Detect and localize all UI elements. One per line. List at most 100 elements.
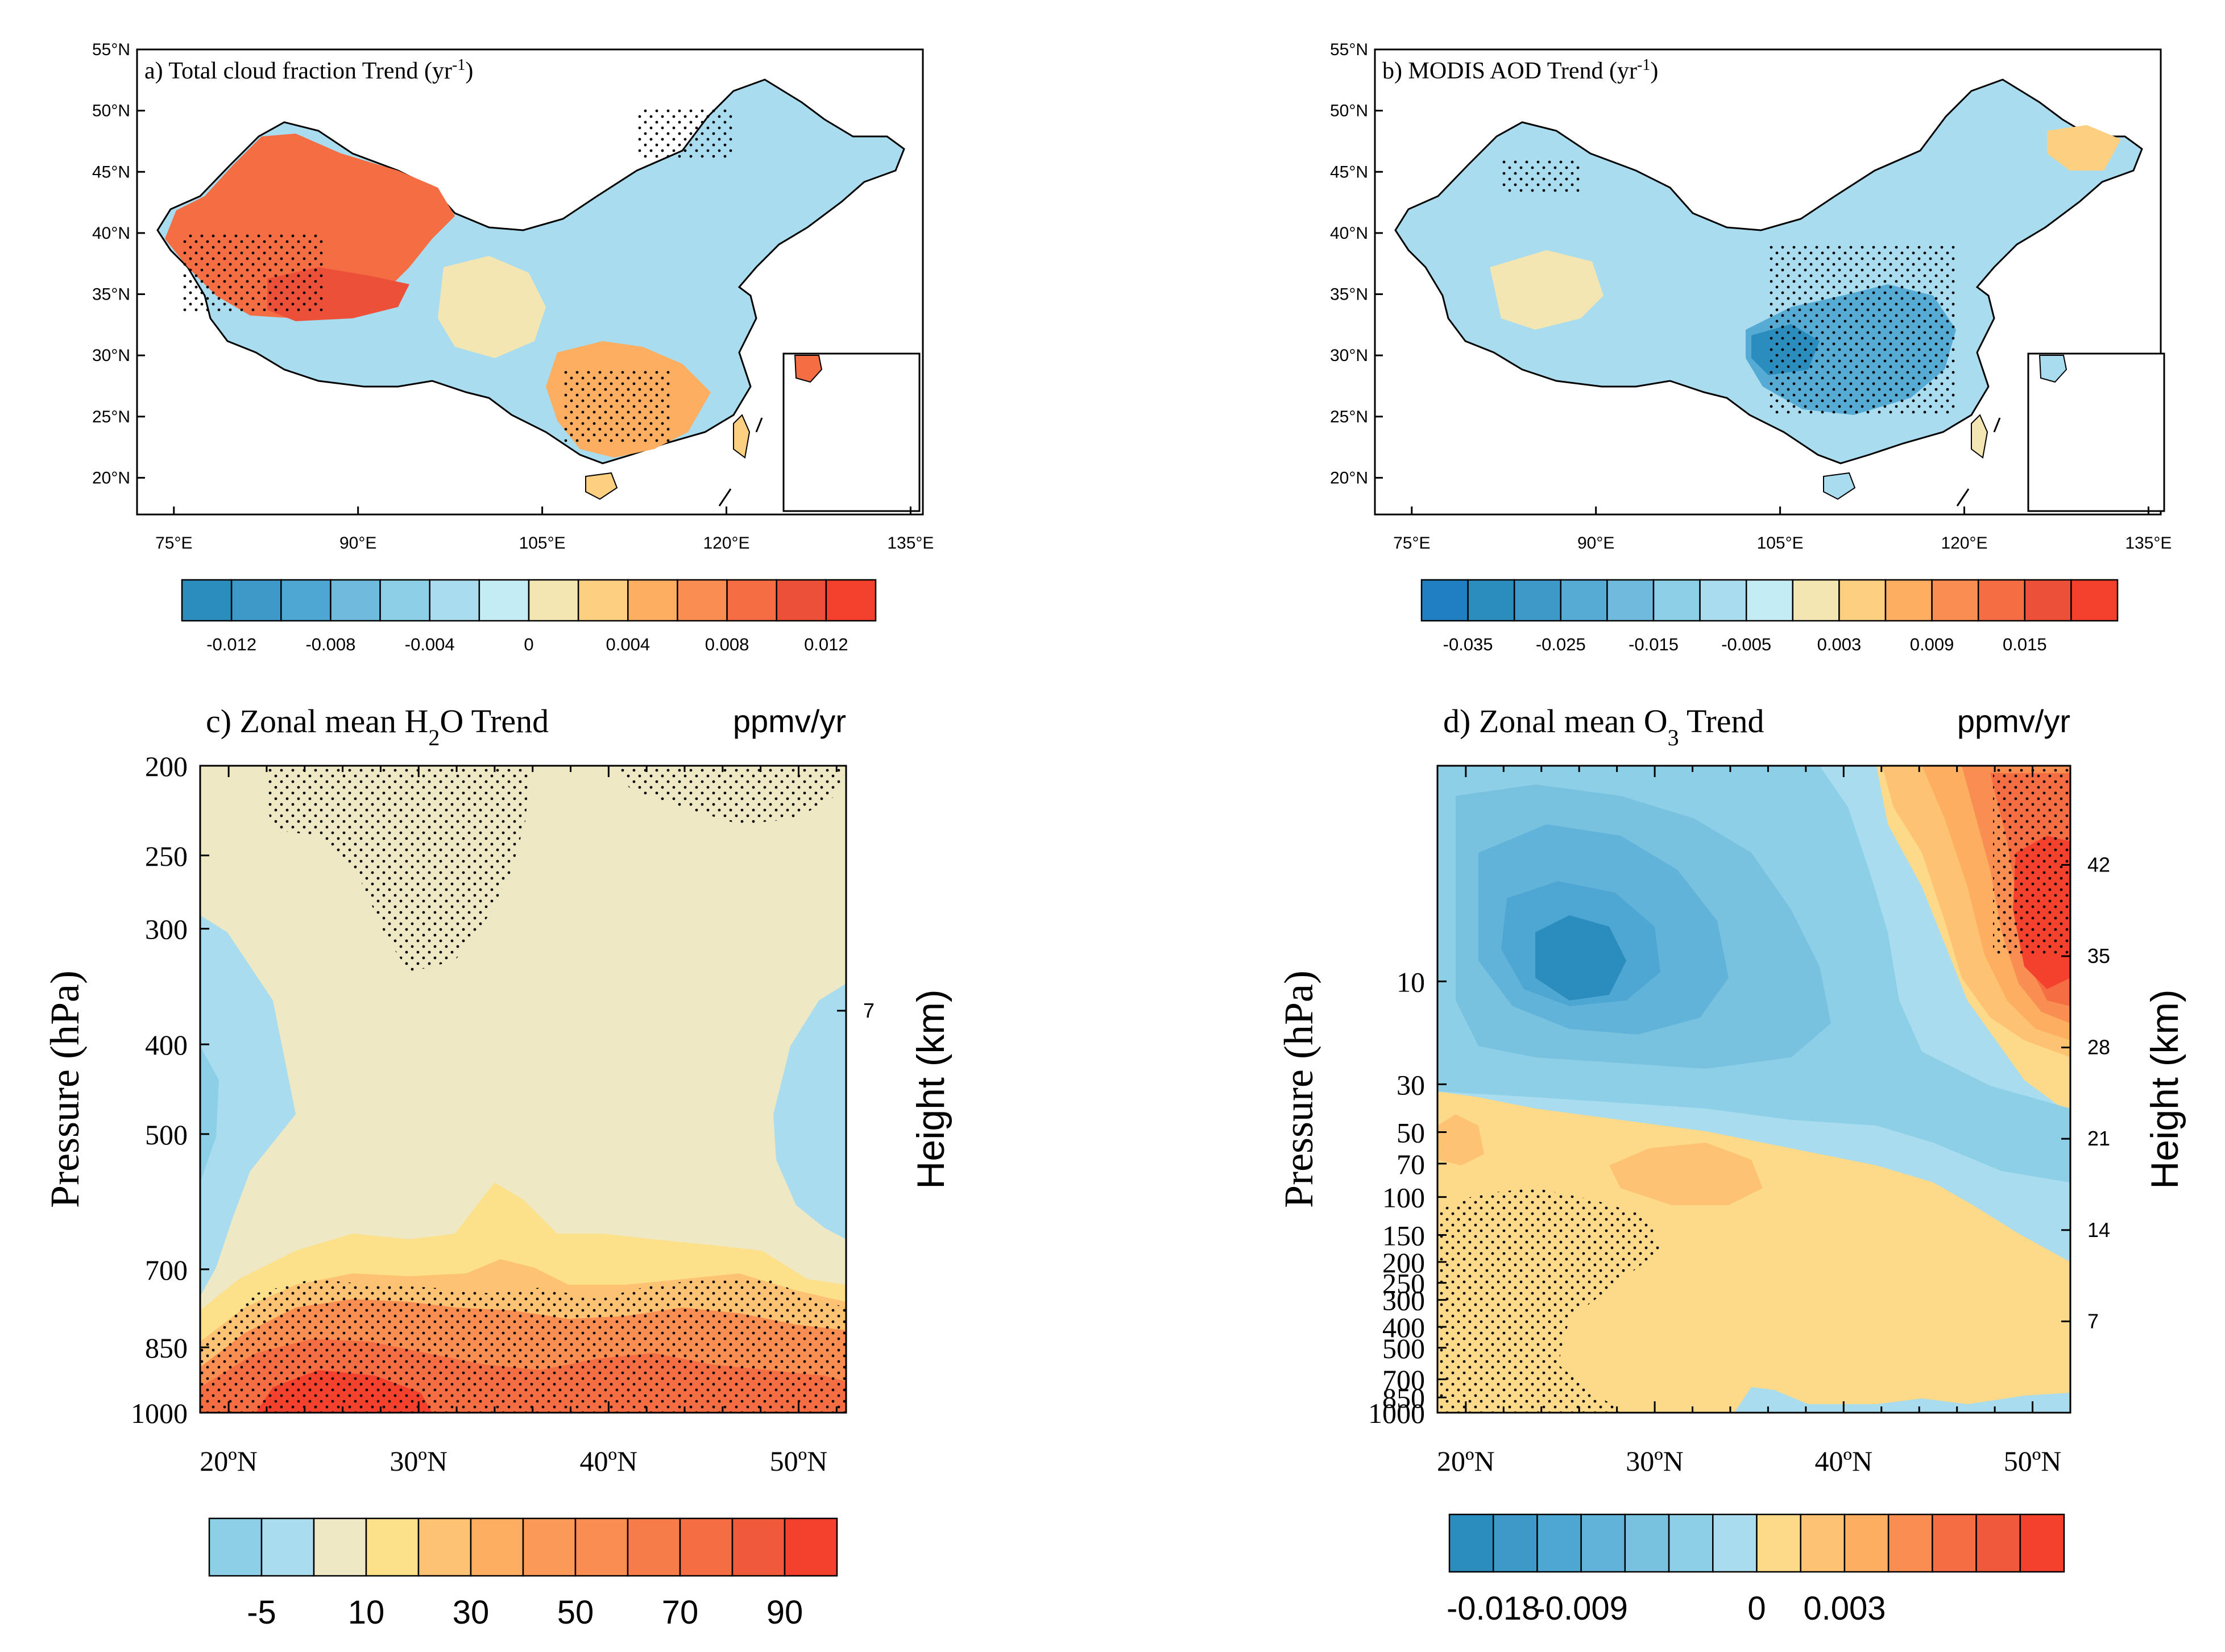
o3-negative-core	[1535, 915, 1626, 1001]
right-axis-label-d: Height (km)	[2143, 989, 2186, 1189]
colorbar-label: -5	[247, 1594, 276, 1631]
colorbar-swatch	[1932, 1513, 1977, 1573]
colorbar-b: -0.035 -0.025 -0.015 -0.005 0.003 0.009 0.015	[1420, 579, 2119, 654]
y-tick-label: 25°N	[1330, 408, 1368, 426]
y-tick-label: 50°N	[92, 102, 130, 121]
o3-field	[1437, 766, 2070, 1413]
height-tick-label: 42	[2087, 853, 2110, 876]
colorbar-swatch	[1492, 1513, 1538, 1573]
y-tick-label: 200	[145, 750, 188, 782]
colorbar-swatch	[1699, 579, 1747, 622]
colorbar-swatch	[2024, 579, 2072, 622]
colorbar-swatch	[825, 579, 877, 622]
colorbar-swatch	[528, 579, 579, 622]
colorbar-swatch	[574, 1517, 629, 1577]
y-tick-label: 250	[1382, 1268, 1425, 1300]
y-axis-label-c: Pressure (hPa)	[42, 970, 88, 1208]
colorbar-swatch	[1792, 579, 1840, 622]
stipple-c-lower	[200, 1279, 846, 1413]
o3-positive-low2	[1609, 1143, 1763, 1205]
colorbar-swatch	[417, 1517, 472, 1577]
y-tick-label: 50	[1397, 1116, 1425, 1148]
x-tick-label: 105°E	[1757, 534, 1804, 553]
y-tick-label: 850	[145, 1332, 188, 1364]
colorbar-a: -0.012 -0.008 -0.004 0 0.004 0.008 0.012	[181, 579, 877, 654]
colorbar-swatch	[1977, 579, 2026, 622]
colorbar-swatch	[1975, 1513, 2021, 1573]
y-tick-label: 45°N	[1330, 163, 1368, 181]
colorbar-label: 0.003	[1817, 634, 1862, 654]
taiwan-island	[733, 414, 751, 459]
colorbar-label: -0.035	[1443, 634, 1493, 654]
y-tick-label: 10	[1397, 966, 1425, 998]
colorbar-swatch	[1756, 1513, 1801, 1573]
colorbar-swatch	[1712, 1513, 1758, 1573]
warm-region-west	[1490, 250, 1604, 330]
y-tick-labels-c: 200 250 300 400 500 700 850 1000	[131, 750, 209, 1429]
x-tick-label: 40ºN	[580, 1445, 638, 1477]
colorbar-swatch	[230, 579, 282, 622]
colorbar-label: 0	[1747, 1590, 1766, 1627]
colorbar-label: -0.005	[1721, 634, 1771, 654]
colorbar-label: 0.015	[2003, 634, 2047, 654]
colorbar-swatch	[1580, 1513, 1626, 1573]
taiwan-island	[1971, 414, 1988, 459]
x-tick-label: 40ºN	[1815, 1445, 1873, 1477]
y-tick-label: 55°N	[1330, 40, 1368, 59]
colorbar-swatch	[679, 1517, 734, 1577]
colorbar-label: -0.015	[1629, 634, 1679, 654]
colorbar-swatch	[280, 579, 332, 622]
colorbar-swatch	[731, 1517, 786, 1577]
y-tick-label: 35°N	[1330, 285, 1368, 304]
y-tick-label: 50°N	[1330, 102, 1368, 121]
moist-right-band	[773, 983, 846, 1239]
colorbar-label: -0.008	[305, 634, 355, 654]
y-tick-label: 40°N	[92, 224, 130, 243]
panel-a-title: a) Total cloud fraction Trend (yr-1)	[144, 56, 473, 85]
moist-left-core	[200, 1046, 219, 1182]
stipple-b1	[1768, 244, 1956, 415]
colorbar-swatch	[677, 579, 728, 622]
colorbar-swatch	[1467, 579, 1515, 622]
y-tick-label: 400	[145, 1029, 188, 1061]
height-tick-label: 35	[2087, 944, 2110, 968]
o3-bottom-blue	[1734, 1387, 2070, 1413]
colorbar-swatch	[1448, 1513, 1494, 1573]
panel-c-title: c) Zonal mean H2O Trend	[206, 703, 549, 750]
colorbar-swatch	[330, 579, 381, 622]
stipple-c-upper1	[267, 767, 529, 972]
colorbar-label: 0	[524, 634, 533, 654]
x-tick-labels-c: 20ºN 30ºN 40ºN 50ºN	[200, 766, 838, 1477]
colorbar-label: 0.008	[705, 634, 749, 654]
y-tick-label: 1000	[1368, 1397, 1425, 1429]
colorbar-swatch	[726, 579, 777, 622]
colorbar-swatch	[1745, 579, 1794, 622]
colorbar-swatch	[2070, 579, 2119, 622]
y-tick-label: 30°N	[92, 346, 130, 365]
height-tick-label: 21	[2087, 1127, 2110, 1150]
panel-b-aod-map: b) MODIS AOD Trend (yr-1) 55°N 50°N 45°N 40…	[1330, 40, 2172, 654]
x-tick-label: 30ºN	[1626, 1445, 1684, 1477]
colorbar-swatch	[379, 579, 430, 622]
colorbar-swatch	[1838, 579, 1887, 622]
y-tick-label: 1000	[131, 1397, 188, 1429]
colorbar-label: 0.012	[804, 634, 848, 654]
hainan-island	[585, 472, 618, 500]
colorbar-d: -0.018-0.009 0 0.003	[1447, 1513, 2065, 1627]
x-tick-label: 75°E	[155, 534, 192, 553]
warm-region-northeast	[2047, 125, 2121, 171]
y-tick-labels-b: 55°N 50°N 45°N 40°N 35°N 30°N 25°N 20°N	[1330, 40, 1383, 487]
colorbar-swatch	[522, 1517, 577, 1577]
y-tick-label: 300	[1382, 1285, 1425, 1317]
colorbar-swatch	[1536, 1513, 1582, 1573]
x-tick-label: 135°E	[887, 534, 934, 553]
y-tick-label: 40°N	[1330, 224, 1368, 243]
panel-c-h2o-cross-section: c) Zonal mean H2O Trend ppmv/yr 200 250 30…	[42, 703, 952, 1631]
y-tick-label: 20°N	[1330, 468, 1368, 487]
x-tick-label: 120°E	[703, 534, 749, 553]
x-tick-labels-b: 75°E 90°E 105°E 120°E 135°E	[1393, 507, 2172, 553]
colorbar-swatch	[2019, 1513, 2065, 1573]
colorbar-label: 10	[348, 1594, 385, 1631]
x-tick-label: 75°E	[1393, 534, 1430, 553]
